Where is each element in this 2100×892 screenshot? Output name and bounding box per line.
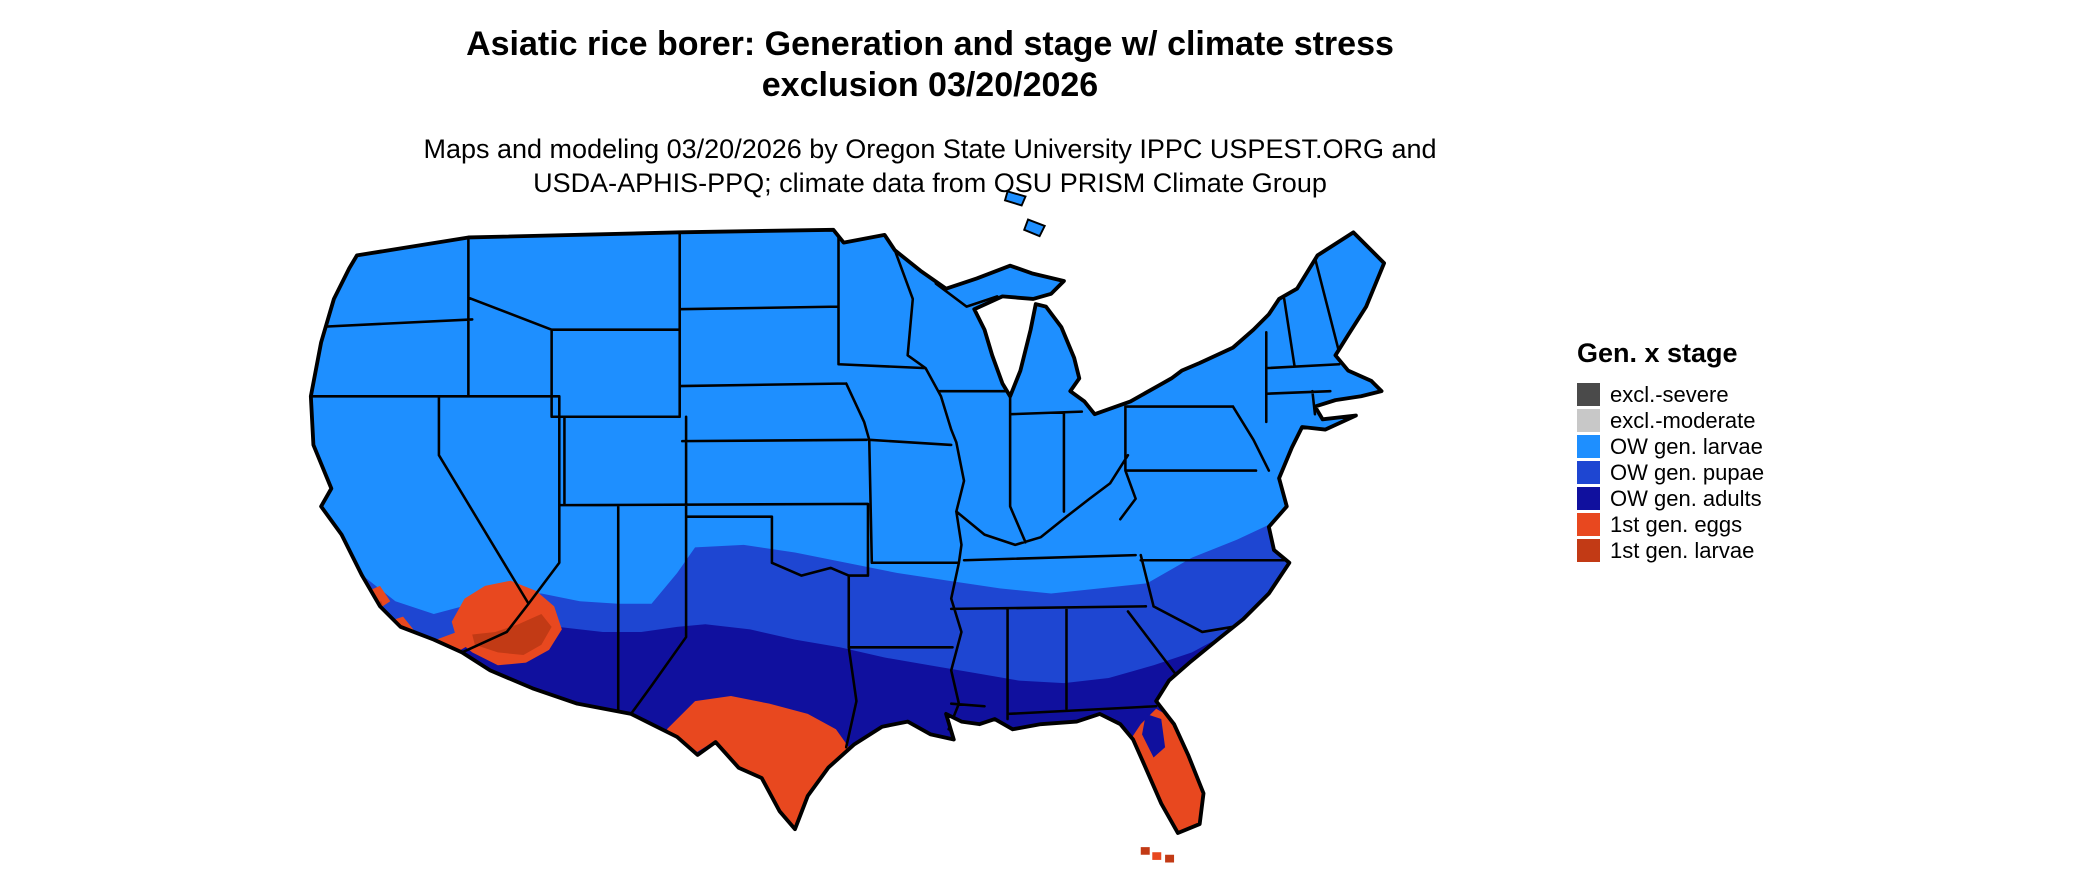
legend-row: excl.-severe (1577, 381, 1764, 407)
legend-label-1st-eggs: 1st gen. eggs (1610, 511, 1743, 537)
legend-label-excl-moderate: excl.-moderate (1610, 407, 1756, 433)
legend-label-ow-adults: OW gen. adults (1610, 485, 1762, 511)
map-subtitle: Maps and modeling 03/20/2026 by Oregon S… (0, 132, 1860, 200)
legend-label-1st-larvae: 1st gen. larvae (1610, 537, 1755, 563)
legend-row: excl.-moderate (1577, 407, 1764, 433)
region-ow-adults-florida-tongue (1142, 713, 1166, 758)
legend-row: 1st gen. larvae (1577, 537, 1764, 563)
legend-row: OW gen. adults (1577, 485, 1764, 511)
legend-label-ow-pupae: OW gen. pupae (1610, 459, 1765, 485)
legend-label-ow-larvae: OW gen. larvae (1610, 433, 1763, 459)
legend-swatch-excl-moderate (1577, 409, 1600, 432)
legend-label-excl-severe: excl.-severe (1610, 381, 1729, 407)
region-1st-gen-eggs (362, 580, 1204, 834)
florida-keys-eggs-dot (1152, 852, 1162, 860)
legend-swatch-1st-larvae (1577, 539, 1600, 562)
legend-row: 1st gen. eggs (1577, 511, 1764, 537)
florida-keys-larvae-dots (1140, 847, 1175, 863)
us-map-container (244, 176, 1474, 874)
legend-swatch-ow-pupae (1577, 461, 1600, 484)
map-subtitle-line2: USDA-APHIS-PPQ; climate data from OSU PR… (533, 168, 1327, 198)
region-1st-gen-larvae (372, 601, 552, 663)
legend: Gen. x stage excl.-severe excl.-moderate… (1577, 338, 1764, 565)
legend-swatch-1st-eggs (1577, 513, 1600, 536)
legend-swatch-ow-larvae (1577, 435, 1600, 458)
us-outline (308, 227, 1387, 835)
us-map (308, 190, 1387, 863)
lake-superior-islands (1003, 190, 1047, 238)
region-ow-larvae (310, 229, 1385, 834)
legend-title: Gen. x stage (1577, 338, 1738, 368)
legend-row: OW gen. pupae (1577, 459, 1765, 485)
state-borders (310, 229, 1342, 749)
map-subtitle-line1: Maps and modeling 03/20/2026 by Oregon S… (423, 134, 1437, 164)
map-title-line1: Asiatic rice borer: Generation and stage… (466, 25, 1394, 63)
legend-row: OW gen. larvae (1577, 433, 1764, 459)
map-title-line2: exclusion 03/20/2026 (761, 66, 1099, 104)
legend-swatch-excl-severe (1577, 383, 1600, 406)
map-fill-layers (310, 229, 1385, 834)
legend-swatch-ow-adults (1577, 487, 1600, 510)
map-title: Asiatic rice borer: Generation and stage… (0, 24, 1860, 106)
region-ow-adults (310, 624, 1385, 834)
header: Asiatic rice borer: Generation and stage… (0, 24, 1860, 200)
